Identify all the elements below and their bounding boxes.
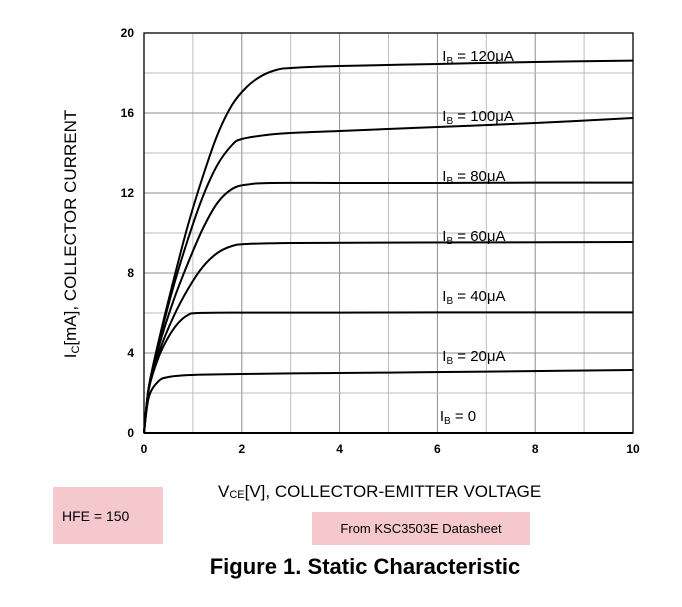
x-axis-label: VCE[V], COLLECTOR-EMITTER VOLTAGE	[218, 482, 542, 501]
x-tick-label: 2	[238, 442, 245, 456]
y-tick-label: 20	[121, 26, 135, 40]
curve-label-4: IB = 80μA	[442, 168, 505, 187]
y-tick-label: 12	[121, 186, 135, 200]
curve-series-6	[143, 59, 634, 434]
x-tick-label: 4	[336, 442, 343, 456]
curve-label-0: IB = 0	[440, 408, 476, 427]
curve-series-3	[143, 241, 634, 434]
curve-series-1	[143, 369, 634, 434]
curve-series-4	[143, 181, 634, 434]
y-tick-label: 8	[127, 266, 134, 280]
hfe-annotation: HFE = 150	[53, 487, 163, 544]
source-text: From KSC3503E Datasheet	[340, 521, 502, 536]
curve-label-3: IB = 60μA	[442, 228, 505, 247]
curve-labels: IB = 0 IB = 20μA IB = 40μA IB = 60μA IB = 80…	[440, 48, 514, 427]
y-tick-label: 4	[127, 346, 134, 360]
y-tick-label: 0	[127, 426, 134, 440]
y-axis-label: IC[mA], COLLECTOR CURRENT	[61, 110, 82, 359]
y-tick-labels: 0 4 8 12 16 20	[121, 26, 135, 440]
x-tick-labels: 0 2 4 6 8 10	[141, 442, 640, 456]
x-tick-label: 6	[434, 442, 441, 456]
curve-label-6: IB = 120μA	[442, 48, 514, 67]
source-annotation: From KSC3503E Datasheet	[312, 512, 530, 545]
curve-label-5: IB = 100μA	[442, 108, 514, 127]
x-tick-label: 8	[532, 442, 539, 456]
x-tick-label: 0	[141, 442, 148, 456]
curve-series-2	[143, 311, 633, 434]
plot-border	[143, 32, 634, 434]
curve-label-2: IB = 40μA	[442, 288, 505, 307]
y-tick-label: 16	[121, 106, 135, 120]
plot-frame	[143, 32, 634, 434]
hfe-text: HFE = 150	[62, 507, 130, 524]
curve-label-1: IB = 20μA	[442, 348, 505, 367]
figure-title: Figure 1. Static Characteristic	[209, 554, 521, 579]
x-tick-label: 10	[626, 442, 640, 456]
